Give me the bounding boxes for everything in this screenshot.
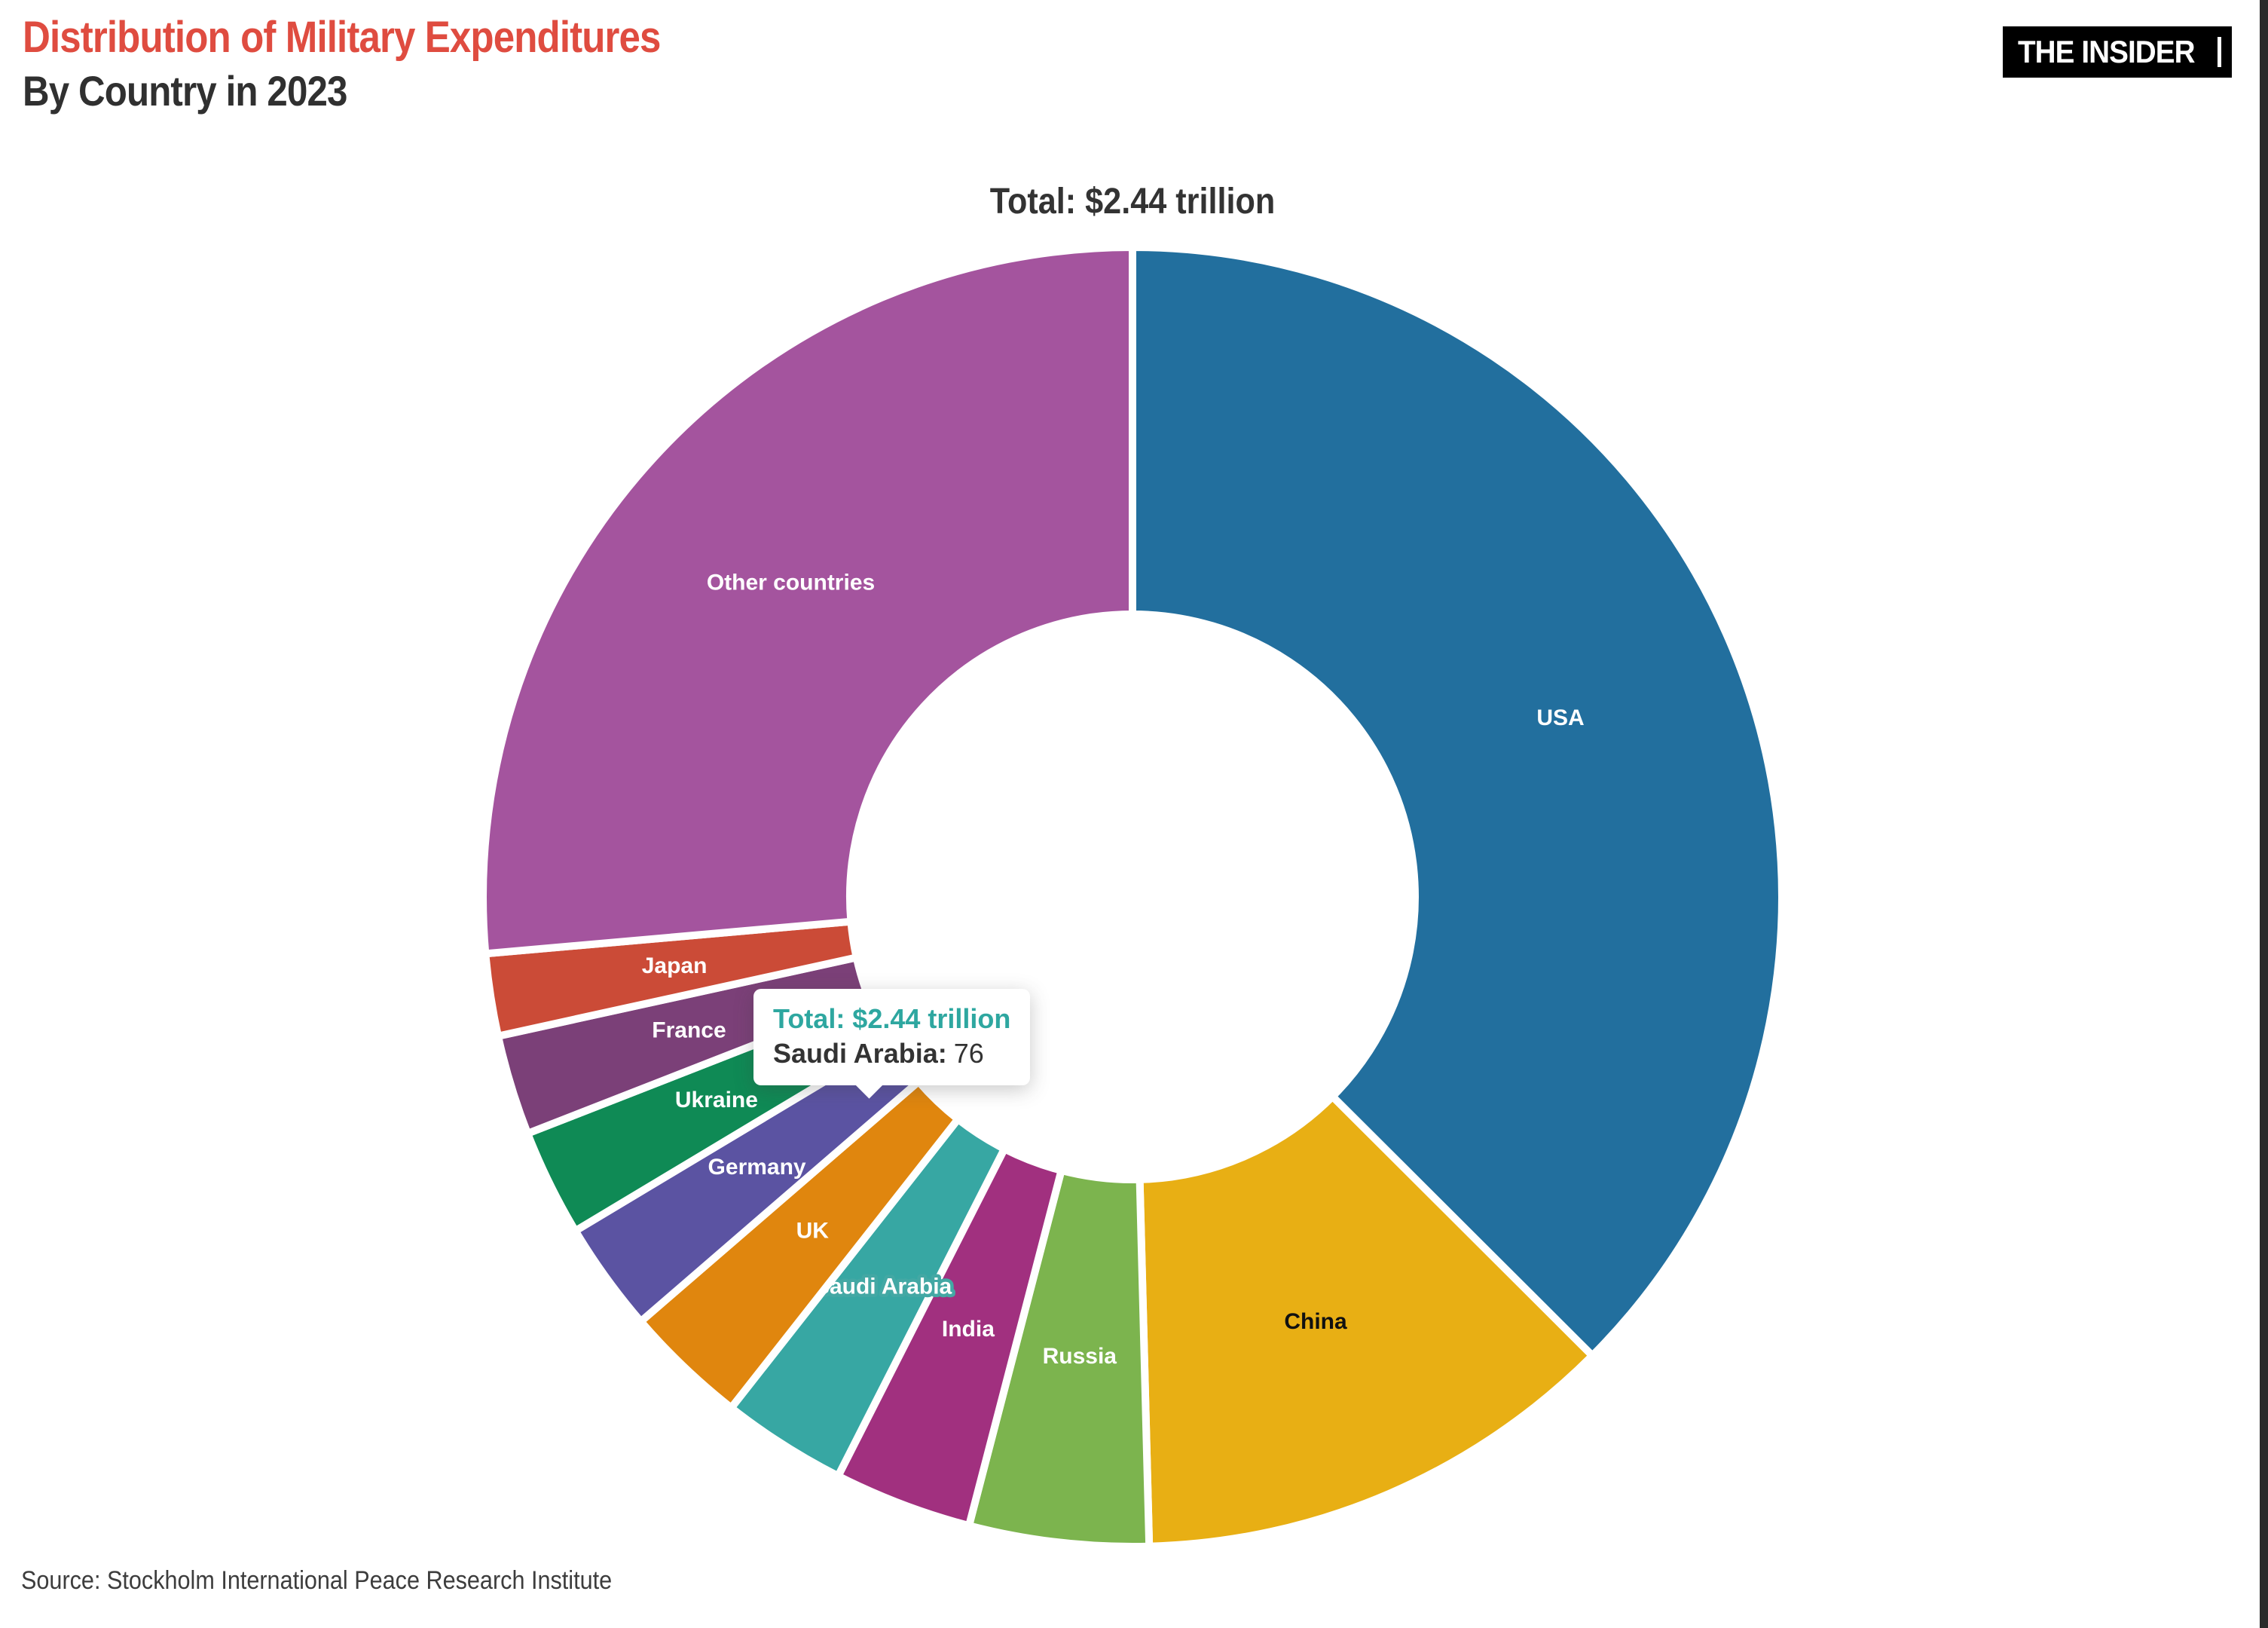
tooltip-total-line: Total: $2.44 trillion xyxy=(773,1003,1011,1034)
tooltip-series-value: 76 xyxy=(953,1038,984,1069)
chart-total-heading: Total: $2.44 trillion xyxy=(989,182,1276,222)
scrollbar-track[interactable] xyxy=(2260,0,2268,1628)
source-attribution: Source: Stockholm International Peace Re… xyxy=(21,1566,613,1595)
tooltip: Total: $2.44 trillion Saudi Arabia: 76 xyxy=(753,989,1031,1099)
pie-slice-china[interactable] xyxy=(1136,1092,1597,1550)
tooltip-series-line: Saudi Arabia: 76 xyxy=(773,1036,1010,1071)
pie-slice-other-countries[interactable] xyxy=(479,243,1136,958)
brand-logo-text: THE INSIDER xyxy=(2017,34,2196,69)
brand-logo: THE INSIDER xyxy=(2002,26,2232,78)
logo-cursor-mark xyxy=(2218,37,2221,67)
page-subtitle: By Country in 2023 xyxy=(23,67,347,115)
page-title: Distribution of Military Expenditures xyxy=(23,13,661,62)
tooltip-series-label: Saudi Arabia: xyxy=(773,1038,947,1069)
pie-slice-usa[interactable] xyxy=(1129,243,1786,1360)
